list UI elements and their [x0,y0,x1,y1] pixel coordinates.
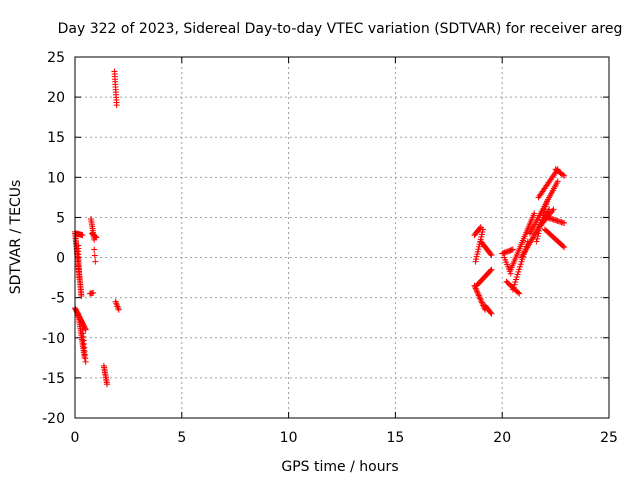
data-point [509,286,516,293]
data-point [479,226,486,233]
data-point [477,295,484,302]
data-point [516,263,523,270]
data-point [477,296,484,303]
data-point [542,203,549,210]
data-point [90,289,97,296]
data-point [91,252,98,259]
data-point [91,246,98,253]
data-point [472,285,479,292]
data-point [475,292,482,299]
data-point [561,244,568,251]
data-point [487,309,494,316]
data-point [549,207,556,214]
data-point [511,281,518,288]
data-points [72,68,568,388]
y-tick-label: 15 [47,130,65,146]
data-point [476,225,483,232]
data-point [536,225,543,232]
data-point [534,235,541,242]
x-tick-label: 10 [280,430,298,446]
data-point [541,206,548,213]
data-point [478,299,485,306]
data-point [535,230,542,237]
data-point [488,310,495,317]
grid [75,57,609,418]
y-tick-label: 0 [56,251,65,267]
data-point [534,233,541,240]
y-tick-label: 5 [56,210,65,226]
data-point [513,273,520,280]
y-tick-label: -20 [42,411,65,427]
x-tick-label: 25 [600,430,618,446]
data-point [516,290,523,297]
data-point [478,298,485,305]
data-point [561,172,568,179]
y-tick-label: 25 [47,50,65,66]
data-point [543,201,550,208]
data-point [79,232,86,239]
data-point [474,289,481,296]
data-point [104,381,111,388]
data-point [516,266,523,273]
data-point [559,171,566,178]
data-point [93,234,100,241]
y-tick-label: 20 [47,90,65,106]
plot-frame [74,56,610,419]
data-point [92,233,99,240]
data-point [512,279,519,286]
data-point [517,261,524,268]
data-point [487,251,494,258]
x-tick-label: 0 [71,430,80,446]
x-tick-label: 15 [386,430,404,446]
data-point [561,220,568,227]
data-point [515,289,522,296]
y-tick-label: -15 [42,371,65,387]
y-tick-label: -10 [42,331,65,347]
data-point [513,276,520,283]
data-point [475,291,482,298]
axis-ticks: 0 5 10 15 20 25 -20 -15 -10 -5 0 5 10 15 20 25 [42,50,618,446]
data-point [76,274,83,281]
data-point [488,252,495,259]
x-tick-label: 5 [177,430,186,446]
data-point [514,271,521,278]
data-point [92,258,99,265]
data-point [541,209,548,216]
data-point [488,266,495,273]
data-point [531,210,538,217]
data-point [560,243,567,250]
data-point [536,227,543,234]
data-point [509,246,516,253]
y-tick-label: 10 [47,170,65,186]
data-point [78,293,85,300]
x-axis-label: GPS time / hours [281,459,398,475]
data-point [113,102,120,109]
data-point [515,268,522,275]
data-point [554,178,561,185]
data-point [550,206,557,213]
data-point [473,288,480,295]
data-point [544,198,551,205]
data-point [115,306,122,313]
data-point [533,238,540,245]
data-point [540,211,547,218]
data-point [476,293,483,300]
x-tick-label: 20 [493,430,511,446]
chart-title: Day 322 of 2023, Sidereal Day-to-day VTE… [58,21,623,37]
y-tick-label: -5 [51,291,65,307]
data-point [82,358,89,365]
data-point [510,284,517,291]
y-axis-label: SDTVAR / TECUs [8,180,24,295]
data-point [487,267,494,274]
